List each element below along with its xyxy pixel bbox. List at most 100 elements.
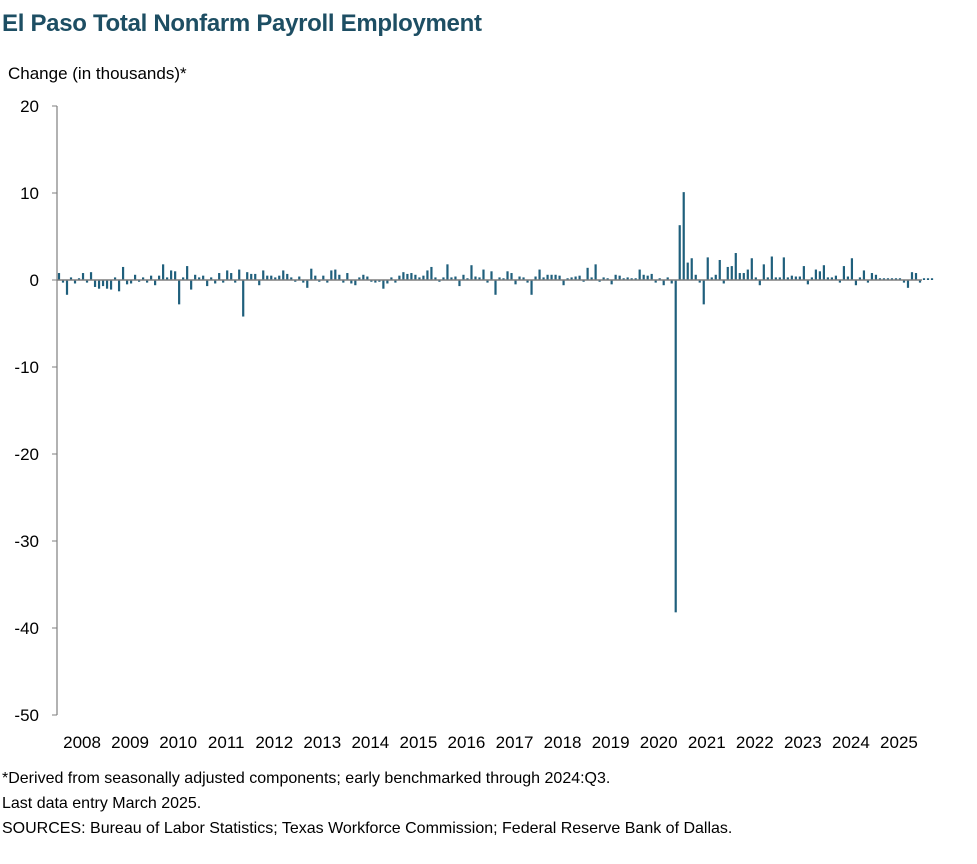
bar xyxy=(726,266,729,280)
bar xyxy=(914,273,918,280)
bar xyxy=(906,280,910,288)
y-tick-label: -20 xyxy=(14,445,39,464)
bar xyxy=(246,272,249,280)
bar xyxy=(806,280,809,285)
bar xyxy=(366,276,369,280)
bar xyxy=(290,277,293,280)
bar xyxy=(133,274,137,280)
bar xyxy=(378,280,381,282)
x-axis-ticks: 2008 2009 2010 2011 2012 2013 2014 2015 2016 2017… xyxy=(63,733,918,752)
bar xyxy=(382,280,385,289)
bar xyxy=(742,273,745,280)
y-tick-label: 20 xyxy=(20,97,39,116)
bar xyxy=(666,277,669,280)
bar xyxy=(306,280,309,288)
bar xyxy=(85,280,89,283)
bar xyxy=(862,270,866,280)
bar xyxy=(442,277,445,280)
bar xyxy=(121,266,125,280)
bar xyxy=(362,274,365,280)
bar xyxy=(762,264,765,280)
bar xyxy=(838,280,841,283)
bar xyxy=(430,266,433,280)
bar xyxy=(486,280,489,283)
bar xyxy=(570,277,573,280)
x-tick-label: 2010 xyxy=(159,733,197,752)
bar xyxy=(654,280,657,283)
bar xyxy=(170,270,173,280)
bar xyxy=(782,257,785,280)
bar xyxy=(738,273,741,280)
bar xyxy=(750,258,753,280)
bar xyxy=(770,256,773,280)
bar xyxy=(230,273,233,280)
bar xyxy=(538,269,541,280)
bar xyxy=(682,192,685,280)
bar xyxy=(462,274,465,280)
bar xyxy=(710,277,713,280)
bar xyxy=(558,275,561,280)
bar xyxy=(882,278,886,280)
bar xyxy=(678,225,681,280)
bar xyxy=(578,275,581,280)
x-tick-label: 2012 xyxy=(255,733,293,752)
x-tick-label: 2013 xyxy=(303,733,341,752)
footnote-sources: SOURCES: Bureau of Labor Statistics; Tex… xyxy=(2,820,733,837)
bar xyxy=(658,278,661,280)
bar xyxy=(426,270,429,280)
bar xyxy=(394,280,397,283)
bar xyxy=(510,273,513,280)
bar xyxy=(338,274,341,280)
bar xyxy=(626,277,629,280)
bar xyxy=(101,280,105,287)
footnote-last-entry: Last data entry March 2025. xyxy=(2,795,202,812)
bar xyxy=(846,276,850,280)
bar xyxy=(606,278,609,280)
bar xyxy=(554,274,557,280)
y-tick-label: -50 xyxy=(14,706,39,725)
x-tick-label: 2019 xyxy=(592,733,630,752)
bar xyxy=(158,275,161,280)
bar xyxy=(586,267,589,280)
bar xyxy=(322,275,325,280)
bar xyxy=(546,274,549,280)
bar xyxy=(642,274,645,280)
axes xyxy=(56,106,922,715)
bar xyxy=(262,270,265,280)
bar xyxy=(282,270,285,280)
x-tick-label: 2023 xyxy=(784,733,822,752)
bar xyxy=(386,280,389,284)
bar xyxy=(494,280,497,295)
bar xyxy=(174,271,177,280)
bar xyxy=(294,280,297,282)
bar xyxy=(834,275,837,280)
bar xyxy=(125,280,129,285)
bar xyxy=(550,274,553,280)
bar xyxy=(454,276,457,280)
bar xyxy=(874,274,878,280)
bar xyxy=(506,271,509,280)
bar xyxy=(774,277,777,280)
bar xyxy=(478,277,481,280)
bar xyxy=(198,277,201,280)
bar xyxy=(470,265,473,280)
x-tick-label: 2016 xyxy=(448,733,486,752)
bar xyxy=(898,278,902,280)
bar xyxy=(650,273,653,280)
bar xyxy=(878,278,882,280)
bar xyxy=(598,280,601,282)
bar xyxy=(758,280,761,286)
bar xyxy=(109,280,113,290)
bar xyxy=(278,275,281,280)
bar xyxy=(302,280,305,283)
bar xyxy=(602,277,605,280)
bar xyxy=(918,280,922,283)
bar xyxy=(778,277,781,280)
bar xyxy=(594,264,597,280)
bar xyxy=(502,278,505,280)
bar xyxy=(77,278,81,280)
bar xyxy=(694,274,697,280)
bar xyxy=(178,280,181,305)
bar xyxy=(718,259,721,280)
